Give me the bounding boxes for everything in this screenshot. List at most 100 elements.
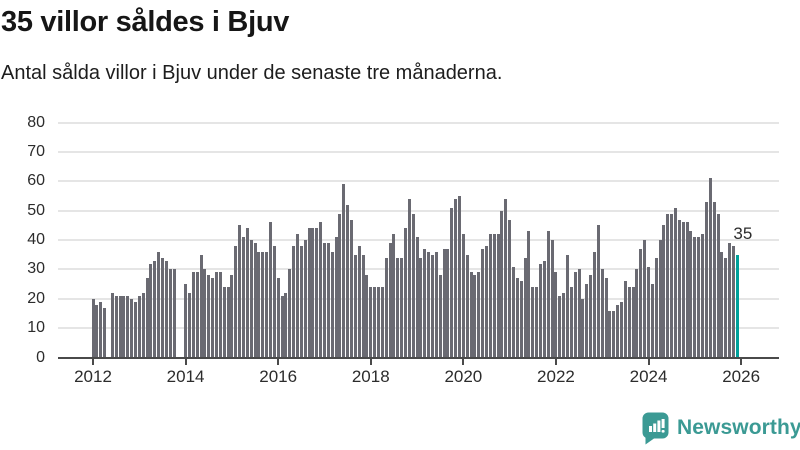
bar [431,254,434,358]
y-gridline [58,151,779,154]
x-axis-tick [740,358,743,365]
bar [95,304,99,358]
bar [647,266,651,358]
bar [550,240,554,358]
bar [488,234,492,358]
bar [477,272,481,358]
y-axis-label: 10 [27,319,45,337]
bar [604,278,608,358]
bar [423,248,427,358]
bar [515,278,519,358]
bar [214,272,218,358]
bar [149,263,153,358]
bar [442,248,446,358]
bar [172,269,176,358]
bar [276,278,280,358]
bar [461,234,465,358]
bar [681,222,685,358]
bar [319,222,323,358]
bar [581,298,585,358]
highlighted-bar [735,254,739,358]
bar [620,301,624,358]
bar [130,298,134,358]
bar [126,295,130,358]
bar [268,222,272,358]
bar [685,222,689,358]
bar [373,287,377,358]
bar-chart-speech-bubble-icon [642,412,669,445]
bar [415,237,419,358]
y-axis-label: 70 [27,143,45,161]
bar [388,243,392,358]
bar [118,295,122,358]
bar [99,301,103,358]
bar [542,260,546,358]
bar [349,219,353,358]
bar [226,287,230,358]
bar [608,310,612,358]
bar [419,257,423,358]
bar [454,199,458,358]
bar [160,257,164,358]
bar [141,292,145,358]
bar [249,240,253,358]
bar [222,287,226,358]
bar [230,275,234,358]
bar [662,225,666,358]
bar [280,295,284,358]
bar [546,231,550,358]
bar [265,251,269,358]
bar [272,245,276,358]
x-axis-tick [554,358,557,365]
bar [369,287,373,358]
bar [569,287,573,358]
bar [404,228,407,358]
bar [704,201,708,358]
bar [708,178,712,358]
bar [554,272,558,358]
bar [133,301,137,358]
bar [322,243,326,358]
bar [91,298,95,358]
bar [562,292,566,358]
y-axis-label: 40 [27,231,45,249]
bar [342,184,346,358]
bar [346,204,350,358]
bar [519,281,523,358]
bar [473,275,477,358]
bar [330,251,334,358]
x-axis-line [58,357,779,359]
bar [234,245,238,358]
bar [338,213,342,358]
bar [326,243,330,358]
bar [164,260,168,358]
y-axis-label: 20 [27,289,45,307]
bar [670,213,674,358]
bar [357,245,361,358]
y-axis-label: 50 [27,201,45,219]
x-axis-tick [369,358,372,365]
bar [241,237,245,358]
bar [539,263,543,358]
x-axis-label: 2014 [166,366,205,386]
bar [689,231,693,358]
x-axis-label: 2012 [74,366,112,386]
bar [573,272,577,358]
y-axis-label: 0 [36,348,45,366]
bar [207,275,211,358]
last-value-label: 35 [733,223,753,243]
newsworthy-logo[interactable]: Newsworthy [641,411,800,445]
bar [724,257,728,358]
bar [187,292,191,358]
x-axis-label: 2016 [259,366,298,386]
bar [481,248,485,358]
bar [658,240,662,358]
x-axis-tick [647,358,650,365]
bar [145,278,149,358]
bar [593,251,597,358]
bar [612,310,616,358]
bar [218,272,222,358]
bar [731,245,735,358]
bar [627,287,631,358]
newsworthy-wordmark: Newsworthy [677,416,800,439]
